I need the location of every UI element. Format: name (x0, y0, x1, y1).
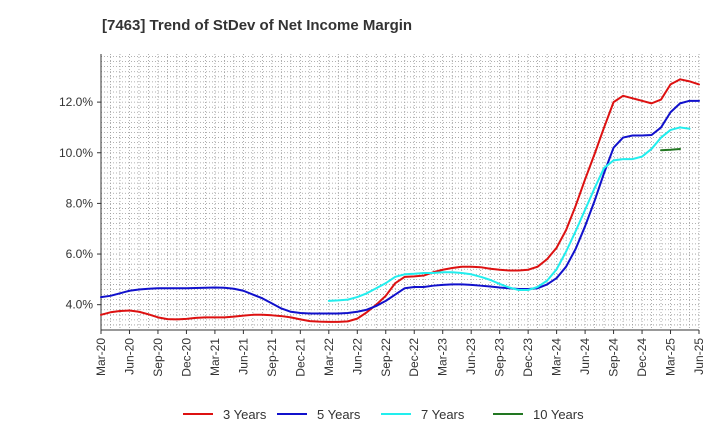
x-tick-label: Dec-22 (407, 338, 421, 377)
series-line-10-years (660, 147, 682, 152)
x-tick-label: Sep-20 (151, 338, 165, 377)
plot-area: 4.0% 6.0% 8.0% 10.0% 12.0% Mar-20 Jun-20 Sep-20… (59, 54, 706, 377)
x-tick-label: Sep-24 (607, 338, 621, 377)
y-tick-label: 10.0% (59, 146, 93, 160)
series-line-5-years (100, 99, 700, 315)
series-line-7-years (327, 126, 691, 302)
chart-title: [7463] Trend of StDev of Net Income Marg… (102, 17, 412, 34)
x-tick-label: Mar-22 (322, 338, 336, 376)
legend-label: 3 Years (223, 407, 267, 422)
legend-label: 10 Years (533, 407, 584, 422)
x-tick-label: Jun-21 (236, 338, 250, 375)
x-tick-label: Mar-21 (208, 338, 222, 376)
y-tick-label: 6.0% (66, 247, 94, 261)
legend-label: 7 Years (421, 407, 465, 422)
y-tick-label: 4.0% (66, 298, 94, 312)
x-tick-label: Mar-20 (94, 338, 108, 376)
x-tick-label: Jun-22 (350, 338, 364, 375)
x-tick-label: Jun-20 (122, 338, 136, 375)
x-tick-label: Sep-22 (379, 338, 393, 377)
x-tick-label: Sep-21 (265, 338, 279, 377)
x-tick-label: Sep-23 (493, 338, 507, 377)
x-tick-label: Mar-23 (436, 338, 450, 376)
plot-background (101, 54, 699, 330)
y-tick-label: 12.0% (59, 95, 93, 109)
x-tick-label: Dec-24 (635, 338, 649, 377)
x-tick-label: Mar-24 (550, 338, 564, 376)
y-tick-label: 8.0% (66, 196, 94, 210)
legend: 3 Years 5 Years 7 Years 10 Years (183, 407, 584, 422)
series-line-3-years (100, 78, 700, 323)
x-tick-label: Dec-21 (293, 338, 307, 377)
x-tick-label: Jun-23 (464, 338, 478, 375)
x-tick-label: Jun-25 (692, 338, 706, 375)
x-tick-label: Dec-20 (179, 338, 193, 377)
x-tick-label: Dec-23 (521, 338, 535, 377)
x-tick-label: Jun-24 (578, 338, 592, 375)
legend-label: 5 Years (317, 407, 361, 422)
x-tick-label: Mar-25 (664, 338, 678, 376)
